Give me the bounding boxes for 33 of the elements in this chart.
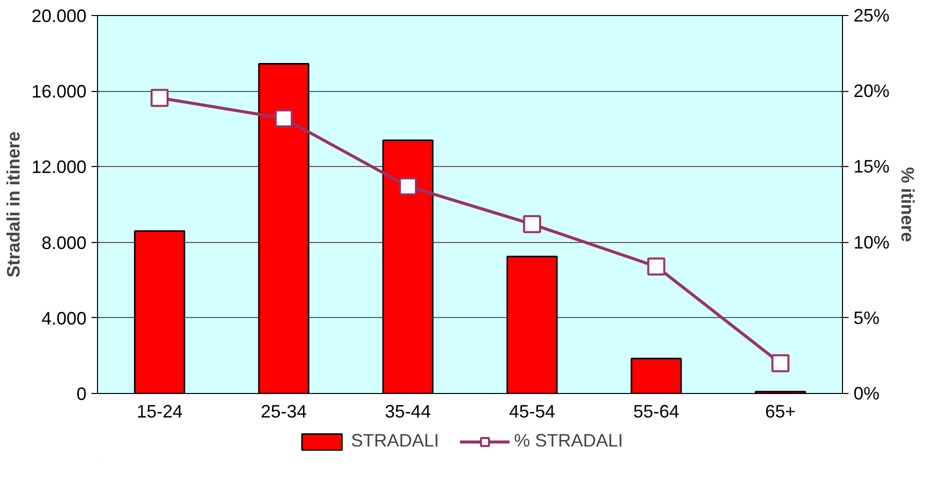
point [771,354,790,372]
y-tick-label: 20.000 [31,6,87,26]
y2-tick-label: 20% [854,81,890,102]
y2-axis-title: % itinere [898,166,918,242]
x-tick-label: 45-54 [509,402,556,422]
y-tick-label: 4.000 [41,308,87,328]
x-tick-label: 35-44 [384,402,431,422]
point [523,215,542,234]
x-tick-label: 65+ [765,402,796,422]
x-tick-label: 25-34 [260,402,307,422]
legend-label: STRADALI [350,430,439,452]
legend-label: % STRADALI [514,430,624,452]
y2-tick-label: 15% [854,156,890,177]
bar [630,358,682,394]
bar [382,139,434,394]
bar [506,256,558,394]
bar [258,62,310,394]
x-tick-label: 55-64 [633,402,680,422]
x-tick-label: 15-24 [136,402,183,422]
y2-tick-label: 25% [854,6,890,26]
bar [134,230,186,394]
y-tick-label: 16.000 [31,82,87,102]
point [647,257,666,276]
y-tick-label: 0 [76,384,87,404]
point [274,109,293,128]
y-axis-title: Stradali in itinere [3,131,24,278]
y2-tick-label: 0% [854,384,880,404]
y-tick-label: 12.000 [31,157,87,178]
y2-tick-label: 5% [854,308,880,328]
y2-tick-label: 10% [854,232,890,252]
point [398,177,417,196]
point [150,88,169,107]
y-tick-label: 8.000 [41,232,87,253]
